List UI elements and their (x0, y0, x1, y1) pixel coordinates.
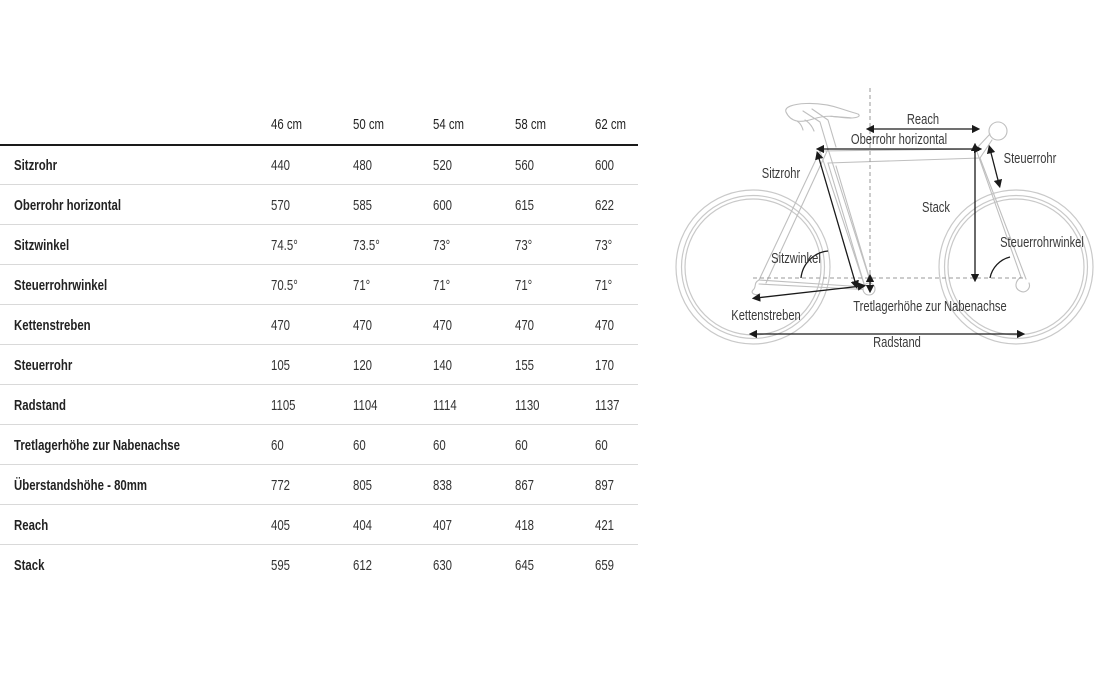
svg-text:Sitzwinkel: Sitzwinkel (771, 250, 821, 267)
svg-text:Radstand: Radstand (873, 334, 921, 351)
svg-text:Sitzrohr: Sitzrohr (762, 165, 801, 182)
svg-text:Reach: Reach (907, 111, 939, 128)
svg-text:Tretlagerhöhe zur Nabenachse: Tretlagerhöhe zur Nabenachse (853, 298, 1006, 315)
svg-text:Stack: Stack (922, 199, 950, 216)
svg-text:Kettenstreben: Kettenstreben (731, 307, 801, 324)
svg-text:Steuerrohr: Steuerrohr (1004, 150, 1057, 167)
svg-text:Oberrohr horizontal: Oberrohr horizontal (851, 131, 947, 148)
svg-text:Steuerrohrwinkel: Steuerrohrwinkel (1000, 234, 1084, 251)
